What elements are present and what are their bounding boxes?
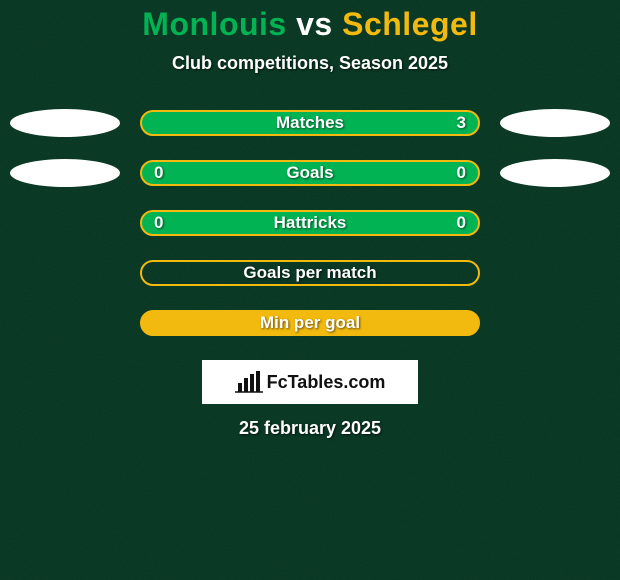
stat-bar: Min per goal <box>140 310 480 336</box>
stat-right-value: 0 <box>457 163 466 183</box>
logo-bars-icon <box>235 371 263 393</box>
title-vs: vs <box>296 6 333 42</box>
stat-label: Goals <box>286 163 333 183</box>
title-right-name: Schlegel <box>342 6 478 42</box>
stat-left-value: 0 <box>154 213 163 233</box>
stat-right-value: 3 <box>457 113 466 133</box>
stat-label: Hattricks <box>274 213 347 233</box>
stat-label: Matches <box>276 113 344 133</box>
stats-rows: Matches 3 Goals 0 0 Hattricks 0 0 Goals per matc… <box>0 110 620 336</box>
stat-right-value: 0 <box>457 213 466 233</box>
stat-left-value: 0 <box>154 163 163 183</box>
stat-label: Min per goal <box>260 313 360 333</box>
stat-row: Min per goal <box>0 310 620 336</box>
date-text: 25 february 2025 <box>0 418 620 439</box>
stat-label: Goals per match <box>243 263 376 283</box>
left-percentile-oval <box>10 109 120 137</box>
title-left-name: Monlouis <box>142 6 286 42</box>
stat-row: Matches 3 <box>0 110 620 136</box>
stat-row: Goals per match <box>0 260 620 286</box>
subtitle: Club competitions, Season 2025 <box>0 53 620 74</box>
stat-row: Goals 0 0 <box>0 160 620 186</box>
stat-bar: Goals 0 0 <box>140 160 480 186</box>
left-percentile-oval <box>10 159 120 187</box>
stat-bar: Goals per match <box>140 260 480 286</box>
stat-row: Hattricks 0 0 <box>0 210 620 236</box>
logo-text: FcTables.com <box>267 372 386 393</box>
right-percentile-oval <box>500 159 610 187</box>
stat-bar: Hattricks 0 0 <box>140 210 480 236</box>
page-title: Monlouis vs Schlegel <box>0 6 620 43</box>
logo-box: FcTables.com <box>202 360 418 404</box>
right-percentile-oval <box>500 109 610 137</box>
stat-bar: Matches 3 <box>140 110 480 136</box>
